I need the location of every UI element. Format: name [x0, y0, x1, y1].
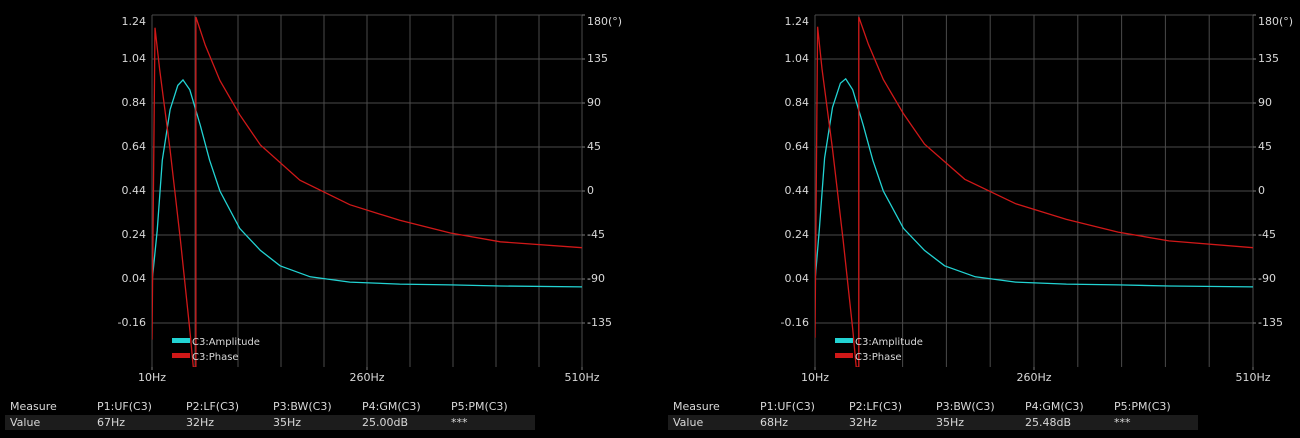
y-tick-label: 0.84 [122, 96, 147, 109]
y2-tick-label: 0 [1258, 184, 1265, 197]
legend-swatch [172, 353, 190, 358]
table-header: P1:UF(C3) [760, 400, 815, 413]
x-tick-label: 510Hz [1235, 371, 1270, 384]
y-tick-label: 0.04 [122, 272, 147, 285]
table-value: Value [673, 416, 703, 429]
legend-label: C3:Phase [855, 352, 902, 363]
y2-tick-label: 45 [1258, 140, 1272, 153]
table-value: Value [10, 416, 40, 429]
x-tick-label: 260Hz [1016, 371, 1051, 384]
value-row [668, 415, 1198, 430]
y2-tick-label: 45 [587, 140, 601, 153]
value-row [5, 415, 535, 430]
legend-swatch [172, 338, 190, 343]
legend-swatch [835, 338, 853, 343]
series-line [815, 77, 1253, 288]
y-tick-label: 1.04 [122, 52, 147, 65]
y-tick-label: 0.84 [785, 96, 810, 109]
y2-tick-label: 135 [587, 52, 608, 65]
table-header: Measure [673, 400, 720, 413]
table-header: P2:LF(C3) [849, 400, 902, 413]
y2-tick-label: -135 [587, 316, 612, 329]
legend-swatch [835, 353, 853, 358]
table-header: Measure [10, 400, 57, 413]
table-value: *** [451, 416, 468, 429]
series-line [152, 78, 582, 288]
y2-tick-label: 90 [587, 96, 601, 109]
y-tick-label: 1.24 [122, 15, 147, 28]
table-value: *** [1114, 416, 1131, 429]
table-header: P5:PM(C3) [1114, 400, 1171, 413]
legend-label: C3:Amplitude [192, 337, 260, 348]
y-tick-label: 0.64 [785, 140, 810, 153]
table-header: P1:UF(C3) [97, 400, 152, 413]
table-value: 35Hz [936, 416, 964, 429]
y-tick-label: 0.04 [785, 272, 810, 285]
y2-tick-label: 180(°) [587, 15, 622, 28]
table-header: P4:GM(C3) [1025, 400, 1084, 413]
y2-tick-label: -90 [1258, 272, 1276, 285]
y-tick-label: 0.24 [122, 228, 147, 241]
table-value: 35Hz [273, 416, 301, 429]
y-tick-label: 0.44 [122, 184, 147, 197]
y-tick-label: 0.44 [785, 184, 810, 197]
y-tick-label: -0.16 [118, 316, 146, 329]
series-line [152, 16, 582, 367]
legend-label: C3:Amplitude [855, 337, 923, 348]
table-header: P3:BW(C3) [273, 400, 332, 413]
x-tick-label: 260Hz [349, 371, 384, 384]
y-tick-label: 0.24 [785, 228, 810, 241]
y2-tick-label: 135 [1258, 52, 1279, 65]
y2-tick-label: 90 [1258, 96, 1272, 109]
y-tick-label: 1.04 [785, 52, 810, 65]
x-tick-label: 10Hz [801, 371, 829, 384]
table-value: 32Hz [186, 416, 214, 429]
series-line [815, 16, 1253, 367]
table-value: 25.48dB [1025, 416, 1071, 429]
x-tick-label: 510Hz [564, 371, 599, 384]
y2-tick-label: -135 [1258, 316, 1283, 329]
y2-tick-label: 180(°) [1258, 15, 1293, 28]
table-header: P3:BW(C3) [936, 400, 995, 413]
table-header: P5:PM(C3) [451, 400, 508, 413]
y-tick-label: 1.24 [785, 15, 810, 28]
table-value: 25.00dB [362, 416, 408, 429]
y2-tick-label: -45 [1258, 228, 1276, 241]
y2-tick-label: -90 [587, 272, 605, 285]
table-header: P2:LF(C3) [186, 400, 239, 413]
y-tick-label: 0.64 [122, 140, 147, 153]
y2-tick-label: 0 [587, 184, 594, 197]
x-tick-label: 10Hz [138, 371, 166, 384]
legend-label: C3:Phase [192, 352, 239, 363]
y-tick-label: -0.16 [781, 316, 809, 329]
table-header: P4:GM(C3) [362, 400, 421, 413]
table-value: 32Hz [849, 416, 877, 429]
y2-tick-label: -45 [587, 228, 605, 241]
table-value: 68Hz [760, 416, 788, 429]
table-value: 67Hz [97, 416, 125, 429]
